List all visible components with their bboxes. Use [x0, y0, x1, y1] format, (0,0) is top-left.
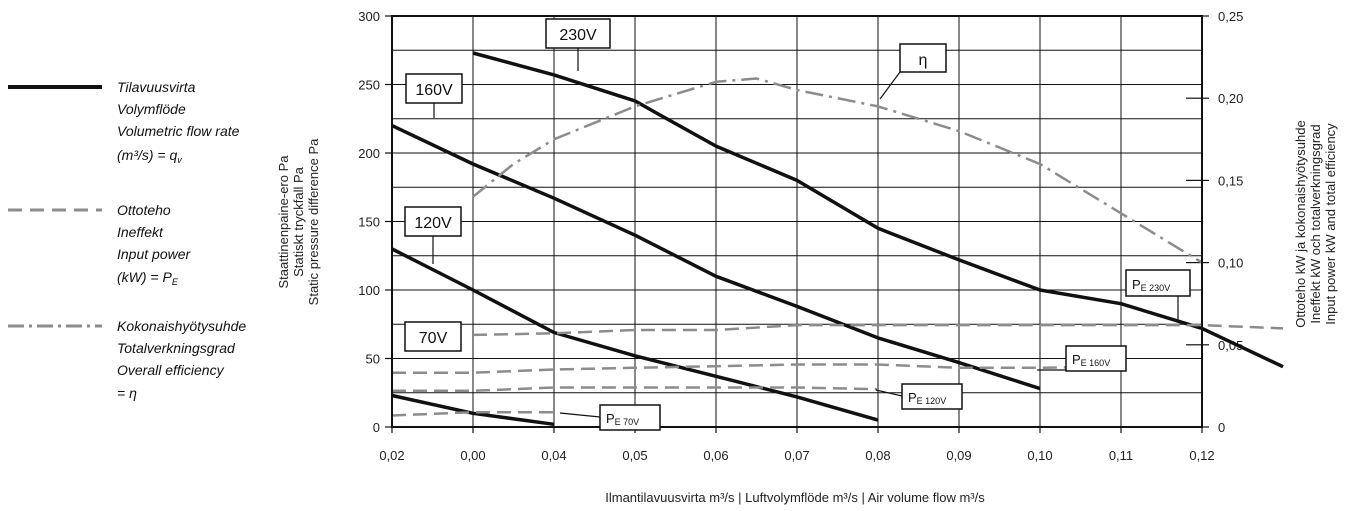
legend-flow-line-2: Volymflöde	[117, 101, 186, 117]
callout-pe70: PE 70V	[606, 411, 639, 427]
series	[391, 51, 1284, 427]
y-left-tick-label: 50	[366, 352, 380, 367]
callout-pe230-main: P	[1132, 277, 1141, 292]
legend: Tilavuusvirta Volymflöde Volumetric flow…	[8, 79, 246, 401]
y-right-label-1: Ottoteho kW ja kokonaishyötysuhde	[1293, 120, 1308, 327]
y-axis-left-title: Staattinenpaine-ero Pa Statiskt tryckfal…	[276, 138, 321, 305]
callout-pe120-sub: E 120V	[917, 396, 947, 406]
callout-pe120: PE 120V	[908, 390, 946, 406]
callout-pe160: PE 160V	[1072, 352, 1110, 368]
y-right-label-3: Input power kW and total efficiency	[1323, 123, 1338, 325]
series-line-power-8	[391, 410, 554, 417]
callout-box-pe70	[599, 404, 661, 431]
callout-box-pe160	[1065, 345, 1127, 372]
y-left-label-2: Statiskt tryckfall Pa	[291, 166, 306, 277]
x-tick-label: 0,11	[1109, 448, 1133, 463]
legend-power-sub: E	[172, 277, 179, 287]
callout-pe120-main: P	[908, 390, 917, 405]
y-left-tick-label: 150	[358, 215, 380, 230]
x-tick-label: 0,02	[379, 448, 404, 463]
series-line-power-6	[392, 363, 1122, 374]
y-left-tick-label: 300	[358, 9, 380, 24]
y-left-tick-label: 200	[358, 146, 380, 161]
callout-box-160v	[405, 73, 463, 104]
series-line-power-5	[472, 323, 1284, 337]
callout-pe160-main: P	[1072, 352, 1081, 367]
legend-power-line-4: (kW) = PE	[117, 269, 179, 287]
x-tick-label: 0,05	[622, 448, 647, 463]
y-left-label-3: Static pressure difference Pa	[306, 138, 321, 305]
callouts: 230V 160V 120V 70V η PE 230V PE 160V PE …	[404, 18, 1191, 431]
x-tick-label: 0,10	[1027, 448, 1052, 463]
series-line-pressure-2	[391, 247, 879, 422]
callout-160v: 160V	[415, 82, 453, 99]
x-tick-label: 0,08	[865, 448, 890, 463]
callout-pe70-main: P	[606, 411, 615, 426]
y-axis-right-title: Ottoteho kW ja kokonaishyötysuhde Ineffe…	[1293, 120, 1338, 327]
leader-pe120	[875, 389, 903, 397]
y-right-tick-label: 0,25	[1218, 9, 1243, 24]
callout-box-pe230	[1125, 269, 1191, 297]
y-left-tick-label: 100	[358, 283, 380, 298]
y-right-tick-label: 0	[1218, 420, 1225, 435]
callout-pe70-sub: E 70V	[615, 417, 640, 427]
y-left-label-1: Staattinenpaine-ero Pa	[276, 155, 291, 289]
callout-pe160-sub: E 160V	[1081, 358, 1111, 368]
series-line-power-7	[392, 386, 879, 393]
callout-box-70v	[404, 321, 462, 352]
callout-120v: 120V	[414, 215, 452, 232]
y-left-tick-label: 0	[373, 420, 380, 435]
y-right-tick-label: 0,10	[1218, 256, 1243, 271]
y-right-tick-label: 0,15	[1218, 173, 1243, 188]
legend-flow-sub: v	[177, 155, 182, 165]
y-right-tick-label: 0,05	[1218, 338, 1243, 353]
legend-efficiency-line-1: Kokonaishyötysuhde	[117, 318, 246, 334]
callout-box-230v	[545, 18, 611, 49]
x-tick-label: 0,00	[460, 448, 485, 463]
legend-flow-line-3: Volumetric flow rate	[117, 123, 240, 139]
legend-efficiency-line-4: = η	[117, 385, 137, 401]
x-tick-label: 0,06	[703, 448, 728, 463]
callout-70v: 70V	[419, 330, 448, 347]
plot-frame	[391, 15, 1203, 428]
callout-230v: 230V	[559, 27, 597, 44]
legend-power-line-2: Ineffekt	[117, 224, 164, 240]
x-tick-label: 0,07	[784, 448, 809, 463]
y-right-tick-label: 0,20	[1218, 91, 1243, 106]
x-axis-title: Ilmantilavuusvirta m³/s | Luftvolymflöde…	[605, 490, 985, 505]
callout-box-pe120	[901, 383, 963, 410]
x-tick-label: 0,09	[946, 448, 971, 463]
leader-eta	[879, 71, 901, 100]
x-tick-label: 0,12	[1189, 448, 1214, 463]
series-line-pressure-3	[391, 393, 555, 427]
callout-pe230: PE 230V	[1132, 277, 1170, 293]
legend-flow-line-4: (m³/s) = qv	[117, 147, 182, 165]
legend-efficiency-line-2: Totalverkningsgrad	[117, 340, 236, 356]
series-line-pressure-0	[472, 51, 1284, 369]
legend-power-line-4-text: (kW) = P	[117, 269, 172, 285]
legend-flow-line-4-text: (m³/s) = q	[117, 147, 177, 163]
y-left-tick-label: 250	[358, 78, 380, 93]
y-right-label-2: Ineffekt kW och totalverkningsgrad	[1308, 124, 1323, 323]
legend-efficiency-line-3: Overall efficiency	[117, 362, 225, 378]
callout-box-120v	[404, 206, 462, 237]
x-tick-label: 0,04	[541, 448, 566, 463]
callout-pe230-sub: E 230V	[1141, 283, 1171, 293]
legend-flow-line-1: Tilavuusvirta	[117, 79, 196, 95]
legend-power-line-3: Input power	[117, 246, 191, 262]
legend-power-line-1: Ottoteho	[117, 202, 171, 218]
tick-labels: 0,02 0,00 0,04 0,05 0,06 0,07 0,08 0,09 0,10 0,11…	[358, 9, 1243, 463]
callout-box-eta	[899, 43, 947, 73]
callout-eta: η	[919, 52, 928, 69]
leader-pe70	[559, 412, 601, 418]
series-line-efficiency-4	[472, 77, 1203, 264]
